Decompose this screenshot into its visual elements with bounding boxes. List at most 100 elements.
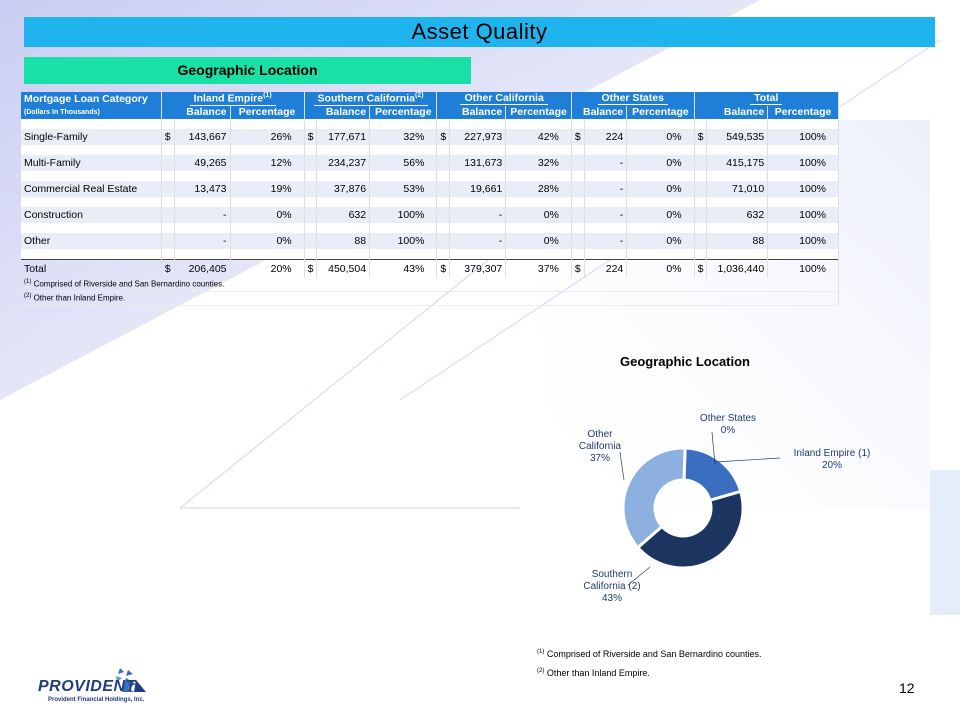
spacer-cell xyxy=(161,222,175,233)
table-row: Commercial Real Estate 13,473 19% 37,876 53%… xyxy=(21,180,839,197)
footnote-mark: (1) xyxy=(24,279,32,286)
spacer-cell xyxy=(316,170,371,181)
table-row: Total $206,405 20% $450,504 43% $379,307 37% $2… xyxy=(21,258,839,278)
balance-cell: - xyxy=(174,206,231,223)
balance-cell: - xyxy=(449,206,507,223)
spacer-cell xyxy=(161,144,175,155)
spacer-cell xyxy=(767,118,839,129)
table-footnote-row: (1) Comprised of Riverside and San Berna… xyxy=(21,277,839,292)
spacer-cell xyxy=(304,248,318,259)
spacer-cell xyxy=(369,144,438,155)
currency-cell xyxy=(694,206,708,223)
spacer-cell xyxy=(584,248,628,259)
balance-cell: 143,667 xyxy=(174,128,231,145)
spacer-cell xyxy=(626,170,695,181)
spacer-cell xyxy=(174,196,231,207)
loan-category-table: Mortgage Loan Category Inland Empire(1) … xyxy=(21,92,840,306)
percentage-cell: 26% xyxy=(230,128,305,145)
chart-title: Geographic Location xyxy=(619,354,750,369)
percentage-cell: 0% xyxy=(626,232,695,249)
currency-cell xyxy=(436,154,451,171)
row-label: Single-Family xyxy=(21,128,162,145)
currency-cell: $ xyxy=(571,128,585,145)
col-balance: Balance xyxy=(304,105,371,119)
spacer-cell xyxy=(626,248,695,259)
currency-cell xyxy=(161,206,175,223)
spacer-cell xyxy=(584,144,628,155)
spacer-cell xyxy=(21,222,162,233)
col-balance: Balance xyxy=(694,105,769,119)
spacer-cell xyxy=(21,144,162,155)
spacer-cell xyxy=(449,196,507,207)
spacer-cell xyxy=(505,248,572,259)
table-row: Multi-Family 49,265 12% 234,237 56% 131,673 32… xyxy=(21,154,839,171)
percentage-cell: 100% xyxy=(767,128,839,145)
spacer-cell xyxy=(584,170,628,181)
percentage-cell: 12% xyxy=(230,154,305,171)
geographic-donut-chart xyxy=(619,431,781,586)
balance-cell: 131,673 xyxy=(449,154,507,171)
percentage-cell: 0% xyxy=(626,258,695,278)
donut-slice-southern-california xyxy=(635,489,745,570)
percentage-cell: 32% xyxy=(505,154,572,171)
spacer-cell xyxy=(694,222,708,233)
balance-cell: 49,265 xyxy=(174,154,231,171)
footnote-mark: (2) xyxy=(24,293,32,300)
spacer-cell xyxy=(767,144,839,155)
spacer-cell xyxy=(304,118,318,129)
balance-cell: 1,036,440 xyxy=(706,258,769,278)
balance-cell: - xyxy=(584,154,628,171)
spacer-cell xyxy=(230,144,305,155)
percentage-cell: 0% xyxy=(505,206,572,223)
spacer-cell xyxy=(316,196,371,207)
spacer-cell xyxy=(767,170,839,181)
leader-line xyxy=(714,457,781,463)
col-balance: Balance xyxy=(161,105,231,119)
percentage-cell: 0% xyxy=(626,154,695,171)
spacer-cell xyxy=(161,170,175,181)
percentage-cell: 100% xyxy=(767,232,839,249)
spacer-cell xyxy=(571,144,585,155)
spacer-cell xyxy=(304,170,318,181)
balance-cell: 234,237 xyxy=(316,154,371,171)
spacer-cell xyxy=(505,144,572,155)
balance-cell: 632 xyxy=(316,206,371,223)
header-group-other-states: Other States xyxy=(571,92,695,106)
spacer-cell xyxy=(706,170,769,181)
currency-cell: $ xyxy=(436,128,451,145)
spacer-cell xyxy=(767,196,839,207)
spacer-cell xyxy=(369,196,438,207)
spacer-cell xyxy=(230,196,305,207)
currency-cell xyxy=(161,232,175,249)
balance-cell: 13,473 xyxy=(174,180,231,197)
balance-cell: - xyxy=(584,232,628,249)
col-percentage: Percentage xyxy=(767,105,839,119)
spacer-cell xyxy=(21,170,162,181)
bottom-footnote-1: (1) Comprised of Riverside and San Berna… xyxy=(537,649,762,659)
currency-cell xyxy=(694,154,708,171)
spacer-cell xyxy=(449,170,507,181)
spacer-cell xyxy=(174,144,231,155)
percentage-cell: 100% xyxy=(767,206,839,223)
spacer-cell xyxy=(230,118,305,129)
spacer-cell xyxy=(161,118,175,129)
spacer-cell xyxy=(694,196,708,207)
header-group-southern-california: Southern California(2) xyxy=(304,92,438,106)
footnote-text: Other than Inland Empire. xyxy=(33,293,126,303)
balance-cell: - xyxy=(584,180,628,197)
percentage-cell: 100% xyxy=(369,232,438,249)
spacer-cell xyxy=(584,222,628,233)
balance-cell: - xyxy=(449,232,507,249)
spacer-cell xyxy=(626,222,695,233)
spacer-cell xyxy=(174,248,231,259)
table-header-row: Mortgage Loan Category Inland Empire(1) … xyxy=(21,92,840,106)
spacer-cell xyxy=(316,222,371,233)
percentage-cell: 100% xyxy=(767,180,839,197)
page-number: 12 xyxy=(899,680,915,696)
balance-cell: 227,973 xyxy=(449,128,507,145)
spacer-cell xyxy=(571,248,585,259)
spacer-cell xyxy=(706,144,769,155)
col-balance: Balance xyxy=(436,105,507,119)
percentage-cell: 0% xyxy=(626,180,695,197)
col-percentage: Percentage xyxy=(626,105,695,119)
